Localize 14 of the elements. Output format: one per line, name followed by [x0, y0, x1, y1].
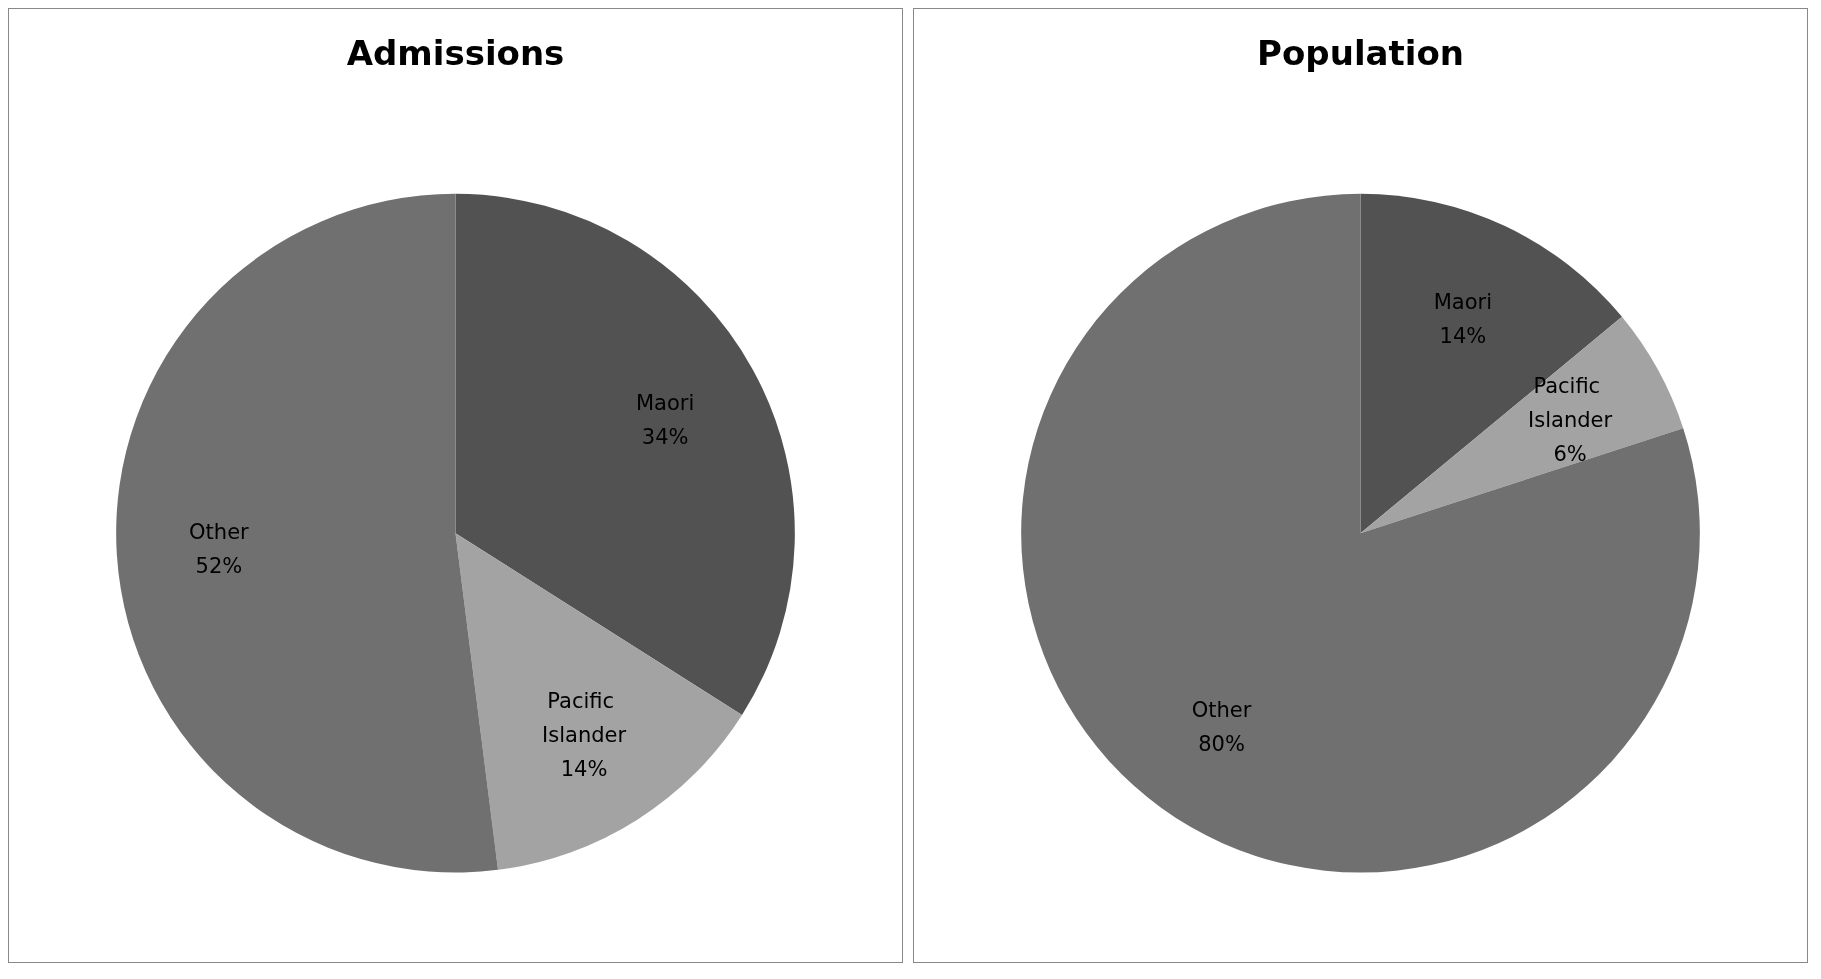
data-label: 80% [1198, 731, 1245, 756]
data-label: 6% [1553, 441, 1587, 466]
slice-label: Other [1191, 697, 1252, 722]
chart-title: Admissions [346, 33, 565, 73]
slice-label: Maori [635, 390, 695, 415]
slice-label: Other [189, 520, 250, 545]
data-label: 52% [195, 554, 243, 579]
data-label: 34% [641, 424, 689, 449]
chart-title: Population [1257, 33, 1464, 73]
data-label: 14% [1439, 323, 1487, 348]
data-label: 14% [560, 757, 608, 782]
slice-label: Pacific Islander [542, 689, 627, 748]
slice-label: Pacific Islander [1528, 373, 1613, 432]
slice-label: Maori [1433, 289, 1493, 314]
